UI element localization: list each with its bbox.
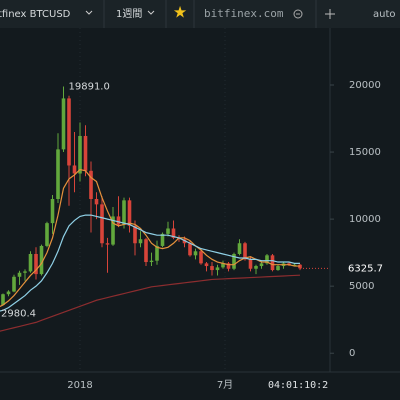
candle-body <box>248 259 253 269</box>
symbol[interactable]: tfinex BTCUSD <box>0 9 71 20</box>
add-icon[interactable] <box>293 9 303 19</box>
candle-body <box>254 266 258 269</box>
scale-mode[interactable]: auto <box>373 9 396 20</box>
candle-body <box>166 228 170 234</box>
candle-body <box>138 239 143 244</box>
countdown: 04:01:10:2 <box>268 380 328 391</box>
symbol-dropdown[interactable] <box>85 10 93 15</box>
plot <box>0 86 302 332</box>
candle-body <box>28 253 33 272</box>
candle-body <box>89 170 93 199</box>
candle-body <box>149 260 154 263</box>
candle-body <box>292 264 297 266</box>
candle-body <box>78 135 82 174</box>
candle-body <box>188 243 192 256</box>
y-tick-label: 20000 <box>349 80 381 91</box>
candle-body <box>215 267 220 271</box>
candle-body <box>237 243 242 254</box>
candle-body <box>276 266 280 271</box>
candle-body <box>116 216 121 225</box>
candle-body <box>39 245 44 275</box>
candle-body <box>259 263 264 267</box>
candle-body <box>100 204 104 244</box>
candle-body <box>56 149 60 199</box>
candle-body <box>171 228 176 238</box>
candle-body <box>45 223 49 246</box>
candle-body <box>111 216 115 245</box>
candle-body <box>155 245 159 261</box>
candle-body <box>34 253 38 275</box>
watermark: bitfinex.com <box>204 7 284 20</box>
y-tick-label: 15000 <box>349 147 381 158</box>
candle-body <box>12 276 16 292</box>
candle-body <box>6 291 11 295</box>
candle-body <box>144 239 148 263</box>
candle-body <box>287 263 291 265</box>
candle-body <box>221 263 225 268</box>
candle-body <box>50 198 55 224</box>
candle-body <box>210 266 214 271</box>
x-tick-label: 7月 <box>217 379 233 391</box>
candle-body <box>232 253 236 269</box>
candle-body <box>105 243 110 245</box>
candle-body <box>270 255 275 271</box>
candle-body <box>23 271 27 273</box>
candle-body <box>72 165 77 174</box>
interval[interactable]: 1週間 <box>116 8 142 20</box>
crosshair-icon[interactable] <box>325 9 335 19</box>
moving-average <box>0 168 300 308</box>
candle-body <box>182 239 187 244</box>
candle-body <box>94 198 99 205</box>
low-label: 2980.4 <box>1 308 36 319</box>
candle-body <box>1 294 5 305</box>
candle-body <box>243 243 247 260</box>
moving-average <box>0 274 301 332</box>
candle-body <box>67 98 71 166</box>
x-tick-label: 2018 <box>67 380 92 391</box>
countdown-box <box>266 377 330 393</box>
y-tick-label: 10000 <box>349 214 381 225</box>
y-tick-label: 5000 <box>349 281 374 292</box>
candle-body <box>122 200 126 225</box>
candle-body <box>83 135 88 171</box>
candle-body <box>193 251 198 256</box>
y-tick-label: 0 <box>349 348 355 359</box>
candle-body <box>127 200 132 226</box>
candle-body <box>204 263 209 267</box>
candle-body <box>160 233 165 246</box>
moving-average <box>0 214 300 312</box>
candle-body <box>199 251 203 264</box>
candle-body <box>17 272 22 277</box>
last-price-label: 6325.7 <box>348 263 383 274</box>
candle-body <box>133 225 137 244</box>
candle-body <box>61 98 66 150</box>
high-label: 19891.0 <box>69 81 110 92</box>
candle-body <box>265 255 269 264</box>
favorite-star[interactable]: ★ <box>173 3 187 22</box>
interval-dropdown[interactable] <box>147 10 155 15</box>
candle-body <box>226 263 231 269</box>
